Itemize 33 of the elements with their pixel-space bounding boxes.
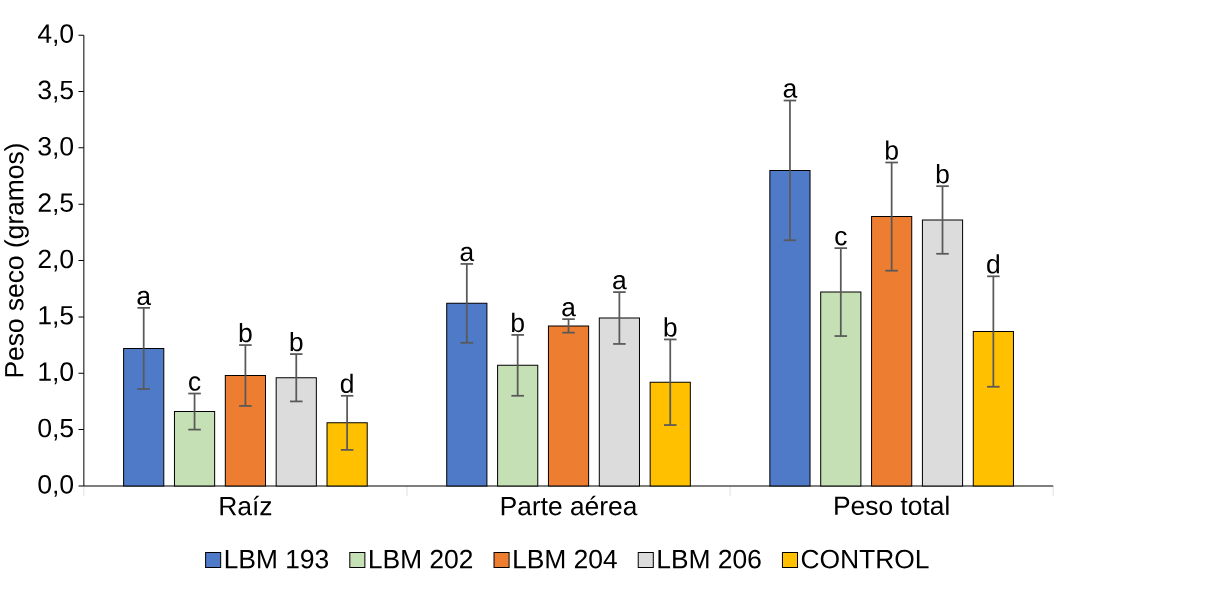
data-label: b	[886, 140, 898, 160]
data-label: a	[783, 83, 798, 98]
data-label: d	[987, 254, 999, 274]
legend-label: LBM 204	[514, 549, 617, 569]
x-tick-label: Parte aérea	[501, 495, 638, 516]
y-tick-label: 3,5	[38, 80, 73, 103]
data-label: b	[512, 312, 524, 333]
data-label: b	[239, 322, 252, 343]
y-tick-label: 1,5	[39, 306, 73, 328]
legend-label: LBM 202	[370, 549, 473, 569]
y-tick-label: 2,5	[38, 193, 73, 215]
y-axis-title: Peso seco (gramos)	[4, 144, 29, 377]
data-label: a	[562, 301, 576, 317]
data-label: b	[290, 331, 303, 352]
y-tick-label: 0,0	[38, 474, 74, 497]
data-label: b	[664, 317, 677, 337]
y-tick-label: 4,0	[38, 24, 74, 46]
x-tick-label: Raíz	[220, 495, 272, 516]
data-label: b	[936, 163, 949, 184]
y-tick-label: 1,0	[39, 362, 74, 385]
data-label: a	[460, 246, 475, 262]
data-label: d	[340, 373, 353, 393]
legend-label: LBM 193	[225, 549, 329, 569]
y-tick-label: 2,0	[38, 249, 74, 272]
y-tick-label: 3,0	[38, 136, 74, 159]
x-tick-label: Peso total	[835, 495, 949, 515]
data-label: c	[189, 376, 201, 391]
data-label: c	[835, 230, 847, 246]
legend-label: LBM 206	[658, 549, 761, 569]
data-label: a	[613, 274, 627, 290]
legend-label: CONTROL	[801, 549, 929, 569]
data-label: a	[137, 290, 152, 305]
y-tick-label: 0,5	[38, 418, 73, 441]
